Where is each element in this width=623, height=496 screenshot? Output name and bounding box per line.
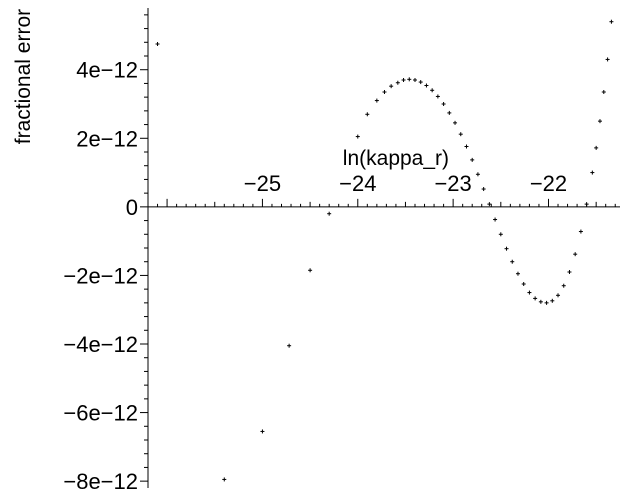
x-axis: −25 −24 −23 −22 — [147, 171, 620, 208]
data-point — [556, 293, 561, 298]
data-point — [493, 217, 498, 222]
data-point — [365, 112, 370, 117]
data-point — [605, 57, 610, 62]
y-tick-label: −4e−12 — [63, 332, 138, 357]
data-point — [567, 270, 572, 274]
x-tick-label: −22 — [530, 171, 567, 196]
data-point — [389, 84, 394, 89]
y-tick-label: −8e−12 — [63, 469, 138, 494]
x-tick-label: −24 — [339, 171, 376, 196]
data-point — [424, 83, 429, 88]
data-point — [578, 229, 583, 234]
data-point — [155, 42, 160, 46]
data-point — [355, 134, 360, 139]
data-point — [374, 98, 379, 103]
data-point — [395, 80, 400, 85]
data-point — [590, 170, 595, 175]
data-point — [584, 202, 589, 207]
data-point — [475, 172, 480, 177]
y-tick-label: −2e−12 — [63, 263, 138, 288]
data-point — [464, 144, 469, 149]
y-tick-label: 0 — [126, 195, 138, 220]
data-point — [573, 252, 578, 257]
data-point — [327, 211, 332, 216]
data-point — [435, 94, 440, 99]
y-axis: 4e−12 2e−12 0 −2e−12 −4e−12 −6e−12 −8e−12 — [63, 8, 149, 494]
data-point — [609, 19, 614, 24]
y-tick-label: 4e−12 — [76, 58, 138, 83]
data-point — [487, 202, 492, 207]
data-point — [481, 187, 486, 192]
data-point — [470, 157, 475, 162]
data-point — [458, 132, 463, 137]
data-point — [260, 429, 265, 434]
data-point — [533, 296, 538, 301]
data-point — [447, 110, 452, 115]
data-point — [538, 299, 543, 304]
data-point — [453, 120, 458, 125]
data-point — [412, 78, 417, 82]
data-point — [550, 298, 555, 303]
data-point — [594, 145, 599, 150]
y-tick-label: −6e−12 — [63, 401, 138, 426]
data-point — [561, 283, 566, 288]
x-axis-title: ln(kappa_r) — [343, 147, 449, 170]
y-axis-title: fractional error — [12, 9, 35, 144]
data-point — [527, 290, 532, 295]
data-point — [504, 246, 509, 251]
data-point — [407, 77, 412, 82]
data-point — [401, 78, 406, 82]
data-point — [441, 102, 446, 106]
y-tick-label: 2e−12 — [76, 126, 138, 151]
data-point — [418, 80, 423, 85]
data-point — [222, 477, 227, 482]
data-point — [601, 90, 606, 94]
data-point — [308, 268, 313, 273]
data-point — [510, 259, 515, 264]
data-point — [521, 282, 526, 286]
data-points — [155, 19, 614, 482]
data-point — [287, 343, 292, 348]
data-point — [430, 88, 435, 93]
x-tick-label: −25 — [244, 171, 281, 196]
x-tick-label: −23 — [434, 171, 471, 196]
data-point — [597, 119, 602, 124]
data-point — [498, 232, 503, 237]
data-point — [515, 271, 520, 276]
data-point — [544, 300, 549, 305]
data-point — [382, 90, 387, 94]
